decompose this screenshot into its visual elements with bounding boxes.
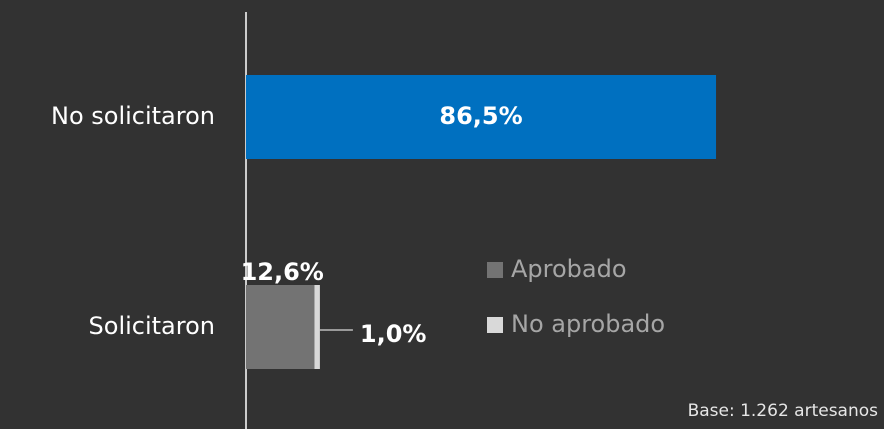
bar-segment bbox=[246, 285, 315, 369]
category-label: No solicitaron bbox=[51, 102, 215, 130]
category-label: Solicitaron bbox=[89, 312, 215, 340]
note: Base: 1.262 artesanos bbox=[688, 401, 879, 421]
legend-swatch bbox=[487, 317, 503, 333]
legend-swatch bbox=[487, 262, 503, 278]
bar-segment bbox=[246, 75, 717, 159]
bar-segment bbox=[314, 285, 320, 369]
legend-label: No aprobado bbox=[511, 310, 665, 338]
value-label: 1,0% bbox=[360, 320, 427, 348]
value-label: 12,6% bbox=[241, 258, 324, 286]
value-label: 86,5% bbox=[439, 102, 522, 130]
legend-label: Aprobado bbox=[511, 255, 627, 283]
